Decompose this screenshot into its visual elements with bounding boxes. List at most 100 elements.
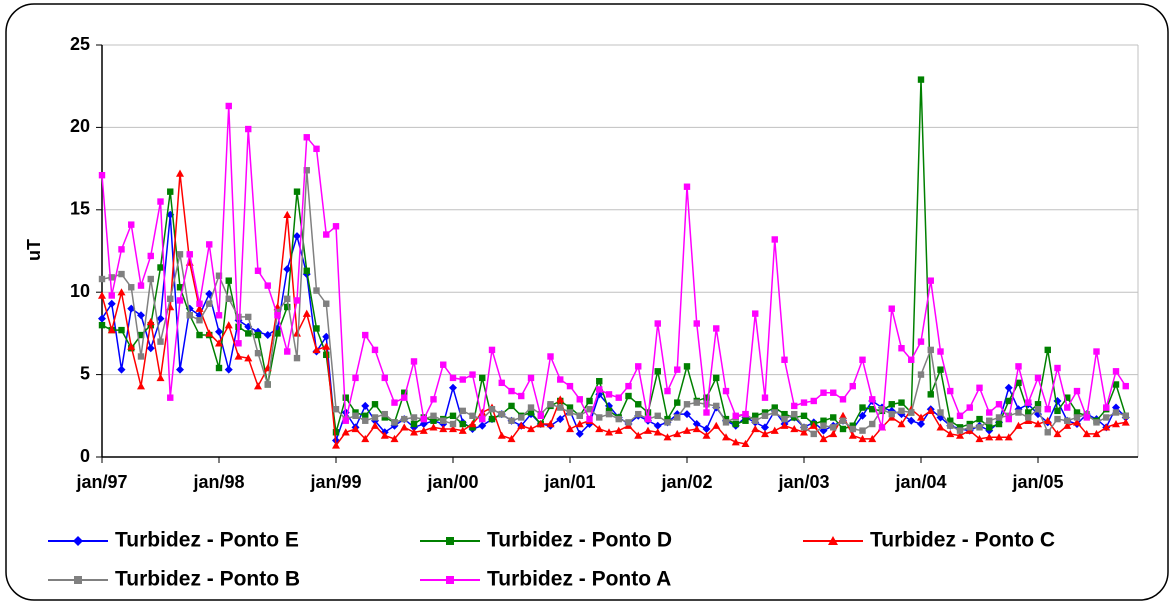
data-point <box>419 426 428 434</box>
data-point <box>975 434 984 443</box>
data-point <box>1093 348 1100 355</box>
data-point <box>1121 418 1130 426</box>
data-point <box>820 389 827 396</box>
data-point <box>761 429 769 438</box>
data-point <box>839 425 847 433</box>
data-point <box>888 410 895 418</box>
data-point <box>556 395 565 403</box>
data-point <box>312 345 321 354</box>
data-point <box>908 356 915 363</box>
data-point <box>479 374 486 382</box>
data-point <box>1044 429 1051 436</box>
data-point <box>946 429 955 438</box>
data-point <box>771 404 778 411</box>
series-line <box>101 79 1127 433</box>
data-point <box>274 312 281 319</box>
data-point <box>342 394 349 401</box>
data-point <box>195 304 204 312</box>
data-point <box>1034 401 1042 408</box>
data-point <box>341 428 350 436</box>
data-point <box>693 320 700 327</box>
data-point <box>196 331 203 339</box>
data-point <box>98 314 106 323</box>
data-point <box>615 415 622 423</box>
data-point <box>157 338 164 345</box>
data-point <box>830 414 837 421</box>
data-point <box>1054 364 1061 372</box>
data-point <box>674 399 681 406</box>
data-point <box>225 277 232 284</box>
data-point <box>575 420 584 428</box>
data-point <box>791 402 798 410</box>
data-point <box>478 408 487 416</box>
data-point <box>819 434 828 443</box>
data-point <box>810 397 817 405</box>
data-point <box>781 356 788 363</box>
data-point <box>128 221 135 228</box>
data-point <box>1014 421 1023 429</box>
data-point <box>966 404 973 411</box>
data-point <box>937 348 944 355</box>
data-point <box>897 420 906 428</box>
data-point <box>459 420 466 428</box>
data-point <box>176 365 184 374</box>
data-point <box>654 412 661 419</box>
data-point <box>986 417 993 424</box>
data-point <box>293 232 301 241</box>
data-point <box>702 424 711 433</box>
data-point <box>664 419 671 426</box>
data-point <box>663 433 672 441</box>
data-point <box>498 410 505 418</box>
data-point <box>118 326 125 334</box>
data-point <box>449 412 457 419</box>
chart-frame <box>5 3 1169 601</box>
data-point <box>731 438 740 446</box>
data-point <box>1034 374 1042 382</box>
data-point <box>781 410 788 418</box>
data-point <box>235 340 242 347</box>
data-point <box>986 424 993 431</box>
data-point <box>527 424 535 433</box>
data-point <box>147 275 154 283</box>
data-point <box>362 331 369 339</box>
data-point <box>839 417 847 424</box>
data-point <box>995 401 1003 408</box>
legend-label: Turbidez - Ponto E <box>115 529 299 552</box>
data-point <box>927 391 934 398</box>
data-point <box>566 382 574 390</box>
data-point <box>352 412 359 419</box>
data-point <box>869 420 876 428</box>
data-point <box>322 342 331 350</box>
data-point <box>595 424 604 433</box>
data-point <box>1082 429 1091 438</box>
data-point <box>1044 346 1051 354</box>
data-point <box>186 312 193 319</box>
data-point <box>176 297 184 304</box>
data-point <box>692 420 701 429</box>
data-point <box>586 415 593 423</box>
data-point <box>361 401 370 410</box>
data-point <box>498 379 505 387</box>
data-point <box>167 188 174 195</box>
y-tick-label: 20 <box>70 116 90 136</box>
data-point <box>858 411 867 420</box>
data-point <box>302 309 311 317</box>
data-point <box>488 415 496 423</box>
data-point <box>741 439 750 448</box>
data-point <box>322 332 331 341</box>
data-point <box>810 430 817 438</box>
data-point <box>429 423 438 431</box>
data-point <box>303 267 310 274</box>
data-point <box>459 376 466 383</box>
data-point <box>576 412 583 419</box>
data-point <box>947 422 954 429</box>
data-point <box>420 415 427 423</box>
legend-label: Turbidez - Ponto B <box>115 568 300 591</box>
y-tick-label: 25 <box>70 34 90 54</box>
data-point <box>1122 412 1129 419</box>
data-point <box>245 330 252 337</box>
data-point <box>400 423 409 431</box>
data-point <box>966 424 973 431</box>
data-point <box>576 396 583 403</box>
data-point <box>956 427 964 434</box>
